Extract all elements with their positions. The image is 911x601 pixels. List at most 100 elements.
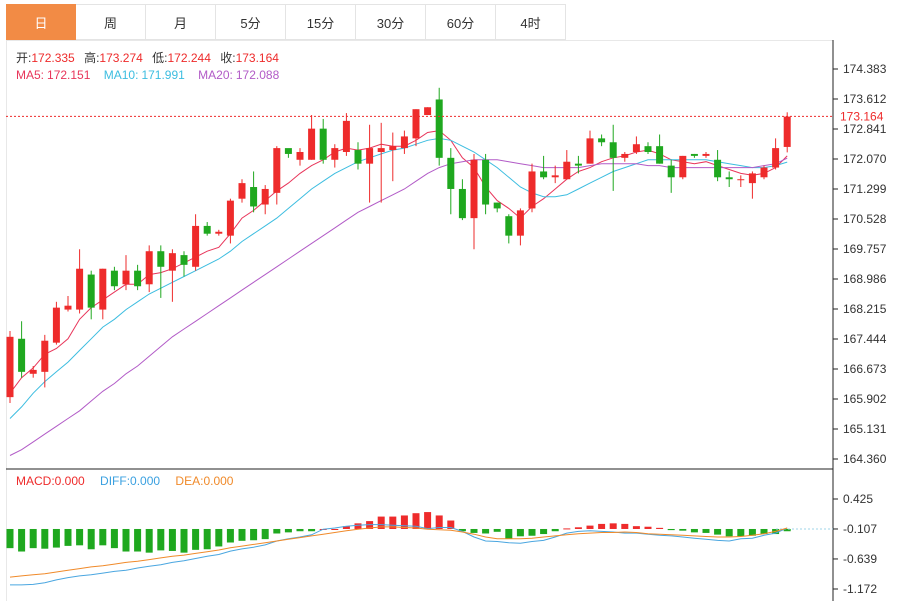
price-tick-label: 170.528 — [843, 212, 887, 226]
candle — [122, 255, 130, 291]
candle-body — [87, 274, 95, 308]
candle — [458, 179, 466, 221]
price-tick-label: 169.757 — [843, 242, 887, 256]
candle — [737, 175, 745, 188]
candle-body — [482, 159, 490, 205]
tab-5min[interactable]: 5分 — [216, 4, 286, 40]
candle — [505, 214, 513, 244]
macd-bar — [180, 528, 188, 553]
candle — [783, 112, 791, 153]
candle — [273, 146, 281, 205]
period-tab-bar: 日 周 月 5分 15分 30分 60分 4时 — [6, 4, 566, 40]
macd-bar — [702, 528, 710, 533]
candle-body — [342, 120, 350, 152]
ma5-value: 172.151 — [47, 68, 91, 82]
macd-bar — [551, 528, 559, 532]
macd-bar — [296, 528, 304, 532]
macd-bar — [574, 527, 582, 529]
macd-bar — [273, 528, 281, 534]
candle-body — [435, 99, 443, 158]
candle-body — [203, 225, 211, 234]
tab-week[interactable]: 周 — [76, 4, 146, 40]
candle-body — [52, 307, 60, 343]
candle-body — [679, 155, 687, 178]
tab-month[interactable]: 月 — [146, 4, 216, 40]
tab-4hour[interactable]: 4时 — [496, 4, 566, 40]
candle — [690, 153, 698, 158]
ma10-value: 171.991 — [141, 68, 185, 82]
candle — [215, 229, 223, 236]
candle-body — [377, 148, 385, 152]
candle-body — [563, 161, 571, 180]
diff-value: 0.000 — [130, 474, 160, 488]
macd-bar — [714, 528, 722, 535]
high-value: 173.274 — [99, 51, 143, 65]
candle — [574, 155, 582, 174]
dea-label: DEA: — [175, 474, 203, 488]
candle-body — [725, 177, 733, 180]
candle — [632, 136, 640, 154]
candle-body — [505, 216, 513, 236]
candle-body — [308, 128, 316, 160]
tab-day[interactable]: 日 — [6, 4, 76, 40]
candle-body — [192, 225, 200, 267]
candle — [331, 144, 339, 168]
candle-body — [134, 270, 142, 287]
candle-body — [238, 183, 246, 199]
tab-30min[interactable]: 30分 — [356, 4, 426, 40]
macd-bar — [226, 528, 234, 543]
dea-value: 0.000 — [203, 474, 233, 488]
price-tick-label: 166.673 — [843, 362, 887, 376]
price-tick-label: 165.902 — [843, 392, 887, 406]
macd-bar — [482, 528, 490, 534]
candle-body — [284, 148, 292, 154]
tab-60min[interactable]: 60分 — [426, 4, 496, 40]
candle — [145, 245, 153, 293]
candle-body — [41, 340, 49, 372]
macd-bar — [458, 528, 466, 532]
macd-bar — [238, 528, 246, 541]
candle-body — [261, 188, 269, 205]
candle-body — [748, 173, 756, 184]
candle — [6, 330, 14, 403]
macd-bar — [342, 526, 350, 529]
macd-bar — [586, 525, 594, 529]
candle — [134, 264, 142, 291]
candle — [180, 251, 188, 277]
candle-body — [609, 142, 617, 158]
candle-body — [551, 175, 559, 178]
price-axis-ticks: 174.383 173.612 172.841 172.070 171.299 170.5… — [833, 62, 887, 466]
candle-body — [412, 109, 420, 139]
diff-line — [10, 524, 788, 586]
candle-body — [493, 202, 501, 209]
candle-body — [586, 138, 594, 164]
candle — [319, 118, 327, 164]
macd-bar — [656, 527, 664, 529]
candle-body — [667, 165, 675, 178]
candle-body — [157, 251, 165, 267]
macd-bar — [284, 528, 292, 533]
candle — [563, 150, 571, 180]
candle — [238, 179, 246, 203]
macd-bar — [760, 528, 768, 535]
ohlc-info: 开:172.335 高:173.274 低:172.244 收:173.164 — [16, 50, 279, 65]
macd-bar — [377, 516, 385, 529]
candle-body — [180, 255, 188, 265]
macd-bar — [690, 528, 698, 533]
tab-15min[interactable]: 15分 — [286, 4, 356, 40]
macd-bar — [18, 528, 26, 552]
candle — [435, 87, 443, 166]
candle-body — [76, 268, 84, 310]
macd-bar — [76, 528, 84, 546]
macd-bar — [29, 528, 37, 549]
candle — [748, 171, 756, 199]
candle-body — [690, 153, 698, 156]
candle-body — [772, 148, 780, 168]
open-value: 172.335 — [31, 51, 75, 65]
macd-bar — [192, 528, 200, 550]
candle-body — [598, 138, 606, 143]
price-tick-label: 168.215 — [843, 302, 887, 316]
macd-tick-label: 0.425 — [843, 492, 873, 506]
price-tick-label: 164.360 — [843, 452, 887, 466]
